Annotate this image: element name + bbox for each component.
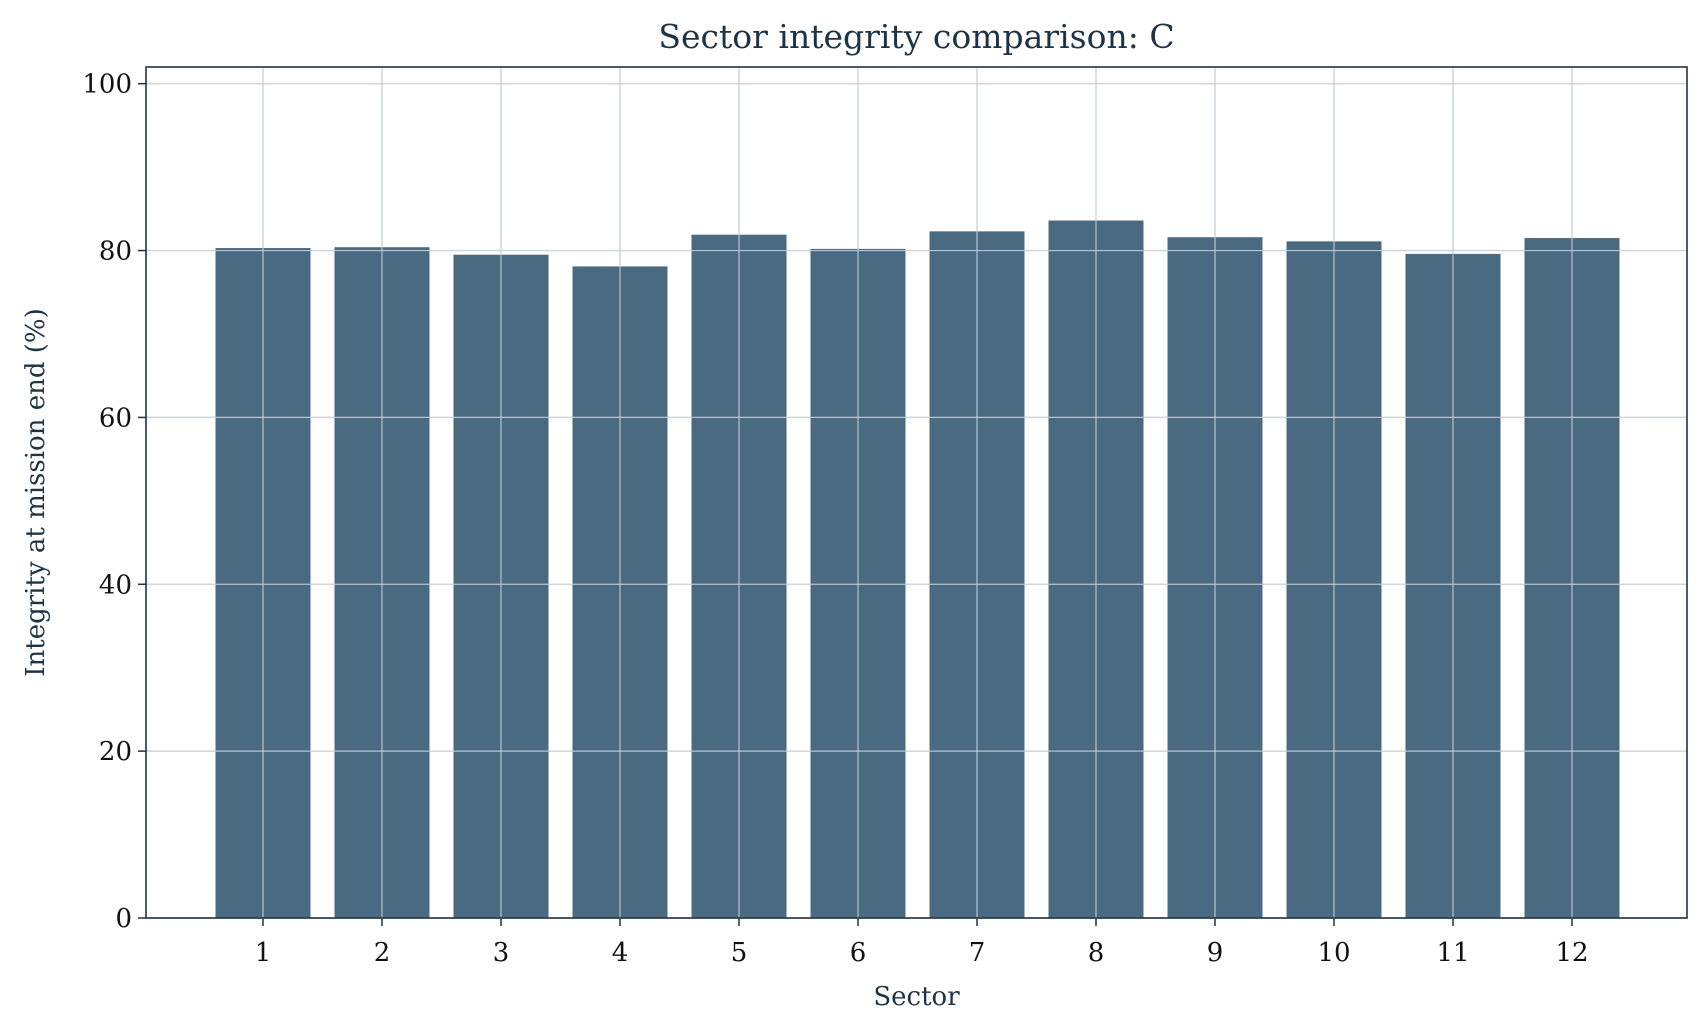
x-tick-label-11: 11 [1436,938,1469,968]
y-tick-label-40: 40 [99,570,132,600]
chart-title: Sector integrity comparison: C [658,17,1174,56]
x-tick-label-3: 3 [493,938,510,968]
axes [145,66,1688,919]
x-tick-label-2: 2 [374,938,391,968]
x-axis-label: Sector [873,982,960,1012]
x-tick-label-7: 7 [969,938,986,968]
y-tick-label-100: 100 [82,70,132,100]
x-tick-label-5: 5 [731,938,748,968]
y-tick-label-60: 60 [99,403,132,433]
x-tick-label-4: 4 [612,938,629,968]
y-axis-label: Integrity at mission end (%) [21,308,51,677]
x-tick-label-6: 6 [850,938,867,968]
y-tick-label-80: 80 [99,237,132,267]
x-tick-label-10: 10 [1317,938,1350,968]
x-tick-label-8: 8 [1088,938,1105,968]
x-tick-label-12: 12 [1555,938,1588,968]
x-tick-label-1: 1 [255,938,272,968]
bar-series [215,220,1620,919]
x-tick-label-9: 9 [1207,938,1224,968]
x-axis-ticks: 1 2 3 4 5 6 7 8 9 10 11 12 [255,918,1589,968]
y-axis-ticks: 0 20 40 60 80 100 [82,70,146,934]
grid-lines-over-bars [146,67,1687,919]
plot-frame [145,66,1688,919]
y-tick-label-20: 20 [99,737,132,767]
y-tick-label-0: 0 [115,904,132,934]
